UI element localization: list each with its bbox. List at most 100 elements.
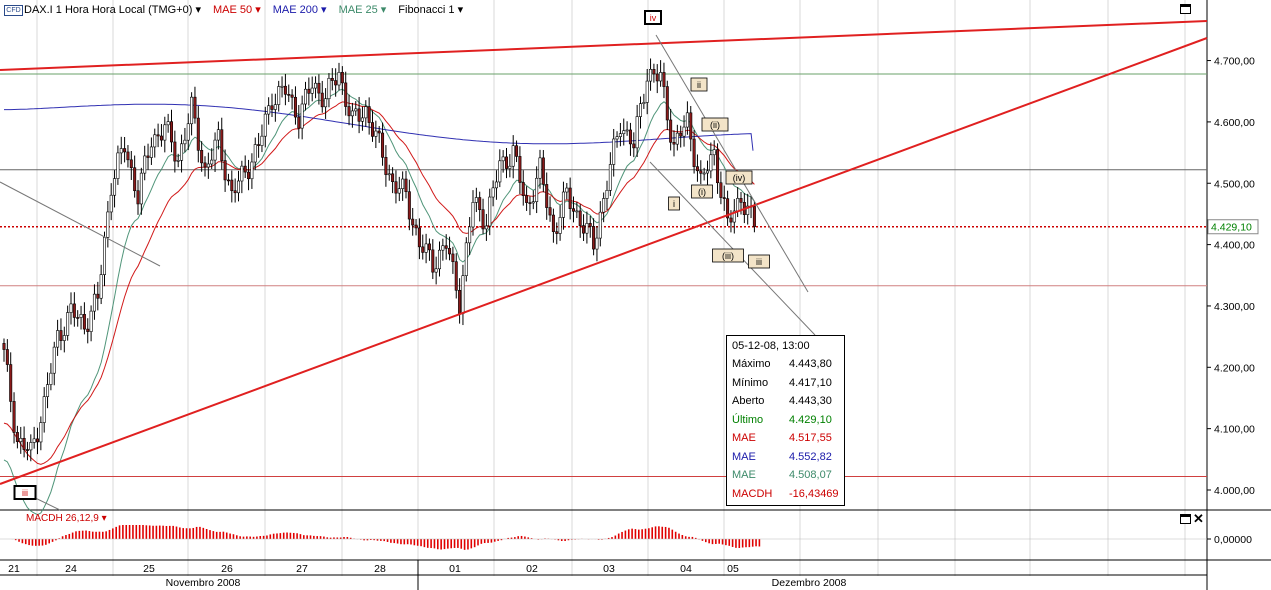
tooltip-row-label: Mínimo bbox=[732, 376, 769, 389]
wave-label-text: iv bbox=[650, 13, 657, 23]
candle-body bbox=[555, 231, 559, 234]
candle-body bbox=[22, 437, 26, 450]
candle-body bbox=[377, 130, 381, 134]
wave-label: i bbox=[668, 196, 680, 211]
candle-body bbox=[62, 335, 66, 341]
candle-body bbox=[330, 77, 334, 81]
candle bbox=[166, 113, 170, 133]
data-tooltip: 05-12-08, 13:00 Máximo 4.443,80 Mínimo 4.41… bbox=[726, 335, 845, 506]
candle bbox=[437, 241, 441, 277]
wave-label-text: (ii) bbox=[710, 120, 720, 130]
candle-body bbox=[190, 96, 194, 125]
candle-body bbox=[216, 129, 220, 141]
candle bbox=[247, 159, 251, 191]
candle bbox=[56, 319, 60, 356]
upper-trend-line bbox=[0, 20, 1208, 71]
wave-label-text: iii bbox=[22, 488, 28, 498]
candle-body bbox=[290, 94, 294, 98]
tooltip-row: MAE 4.508,07 bbox=[732, 466, 840, 484]
indicator-fibonacci[interactable]: Fibonacci 1 ▾ bbox=[398, 4, 464, 16]
candle bbox=[5, 339, 9, 372]
instrument-selector[interactable]: DAX.I 1 Hora Hora Local (TMG+0) ▾ bbox=[24, 4, 201, 16]
candle-body bbox=[719, 182, 723, 198]
candle bbox=[344, 71, 348, 116]
candle bbox=[612, 128, 616, 177]
candle bbox=[49, 363, 53, 391]
candle-body bbox=[210, 159, 214, 165]
candle-body bbox=[628, 129, 632, 145]
candle bbox=[705, 160, 709, 186]
candle bbox=[632, 132, 636, 158]
candle-body bbox=[223, 160, 227, 181]
tooltip-row-value: 4.517,55 bbox=[789, 432, 832, 444]
candle-body bbox=[474, 197, 478, 203]
candle-body bbox=[652, 69, 656, 75]
indicator-mae200[interactable]: MAE 200 ▾ bbox=[272, 4, 327, 16]
candle-body bbox=[32, 438, 36, 443]
candle-body bbox=[173, 141, 177, 162]
candle-body bbox=[56, 330, 60, 348]
candle bbox=[149, 137, 153, 165]
candle-body bbox=[300, 103, 304, 129]
candle-body bbox=[334, 80, 338, 86]
candle-body bbox=[705, 170, 709, 174]
candle-body bbox=[511, 145, 515, 167]
candle bbox=[153, 128, 157, 158]
wave-label-text: ii bbox=[697, 80, 701, 90]
maximize-macd-pane-icon[interactable] bbox=[1180, 514, 1191, 524]
candle bbox=[52, 341, 56, 386]
candle-body bbox=[163, 124, 167, 141]
candle-body bbox=[635, 116, 639, 149]
candle bbox=[722, 185, 726, 211]
candle-body bbox=[370, 122, 374, 137]
candle bbox=[129, 150, 133, 180]
wave-label: (i) bbox=[691, 184, 713, 199]
candle-body bbox=[427, 243, 431, 251]
candle-body bbox=[170, 121, 174, 143]
candle bbox=[501, 150, 505, 173]
candle-body bbox=[528, 202, 532, 204]
candle-body bbox=[283, 85, 287, 95]
candle-body bbox=[736, 198, 740, 212]
candle bbox=[59, 318, 63, 351]
macd-indicator-label[interactable]: MACDH 26,12,9 ▾ bbox=[26, 513, 107, 524]
candle bbox=[515, 140, 519, 163]
candle-body bbox=[213, 139, 217, 161]
candle bbox=[193, 86, 197, 124]
candle bbox=[521, 170, 525, 206]
candle bbox=[330, 68, 334, 91]
candle bbox=[200, 141, 204, 172]
candle bbox=[190, 92, 194, 136]
candle bbox=[675, 124, 679, 151]
tooltip-row-value: 4.552,82 bbox=[789, 450, 832, 463]
candle-body bbox=[166, 121, 170, 126]
candle bbox=[290, 89, 294, 110]
candle-body bbox=[588, 223, 592, 227]
candle-body bbox=[153, 134, 157, 148]
candle-body bbox=[233, 190, 237, 194]
candle bbox=[260, 124, 264, 153]
candle-body bbox=[2, 343, 6, 350]
candle bbox=[116, 145, 120, 185]
candle bbox=[578, 204, 582, 238]
candle bbox=[12, 392, 16, 444]
mae50-line bbox=[3, 101, 755, 465]
candle bbox=[421, 234, 425, 260]
wave-label-text: (i) bbox=[698, 187, 706, 197]
candle bbox=[401, 171, 405, 201]
candle bbox=[280, 76, 284, 98]
candle bbox=[223, 149, 227, 192]
candle-body bbox=[625, 129, 629, 132]
indicator-mae25[interactable]: MAE 25 ▾ bbox=[338, 4, 387, 16]
wave-label-text: (iii) bbox=[722, 251, 734, 261]
indicator-mae50[interactable]: MAE 50 ▾ bbox=[213, 4, 261, 16]
candle-body bbox=[139, 172, 143, 205]
candle-body bbox=[391, 173, 395, 183]
candle bbox=[672, 130, 676, 157]
close-macd-pane-icon[interactable]: ✕ bbox=[1193, 511, 1204, 526]
time-axis: 21 24 25 26 27 28 01 02 03 04 05 Novembro 2008 Dezem… bbox=[8, 563, 846, 589]
maximize-price-pane-icon[interactable] bbox=[1180, 4, 1191, 14]
candle bbox=[76, 310, 80, 327]
candle bbox=[297, 105, 301, 139]
candle bbox=[9, 352, 13, 413]
